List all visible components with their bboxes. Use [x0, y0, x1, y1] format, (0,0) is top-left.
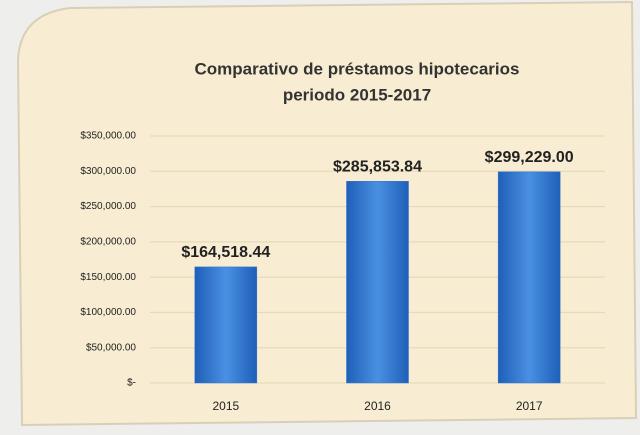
data-label: $164,518.44 — [181, 244, 270, 261]
y-tick-label: $- — [127, 378, 136, 389]
chart-panel — [16, 0, 638, 427]
data-label: $299,229.00 — [485, 149, 574, 166]
chart-title: periodo 2015-2017 — [283, 85, 431, 104]
x-tick-label: 2017 — [516, 399, 543, 413]
bar — [194, 266, 258, 384]
y-tick-label: $300,000.00 — [80, 166, 136, 177]
y-tick-label: $50,000.00 — [86, 342, 136, 353]
x-tick-label: 2015 — [212, 399, 239, 413]
data-label: $285,853.84 — [333, 158, 422, 175]
y-tick-label: $200,000.00 — [80, 236, 136, 247]
y-tick-label: $250,000.00 — [80, 201, 136, 212]
y-tick-label: $150,000.00 — [80, 272, 136, 283]
bar — [346, 181, 409, 384]
chart-title: Comparativo de préstamos hipotecarios — [195, 59, 520, 78]
y-tick-label: $100,000.00 — [80, 307, 136, 318]
y-tick-label: $350,000.00 — [80, 131, 136, 142]
bar — [497, 171, 561, 384]
x-tick-label: 2016 — [364, 399, 391, 413]
